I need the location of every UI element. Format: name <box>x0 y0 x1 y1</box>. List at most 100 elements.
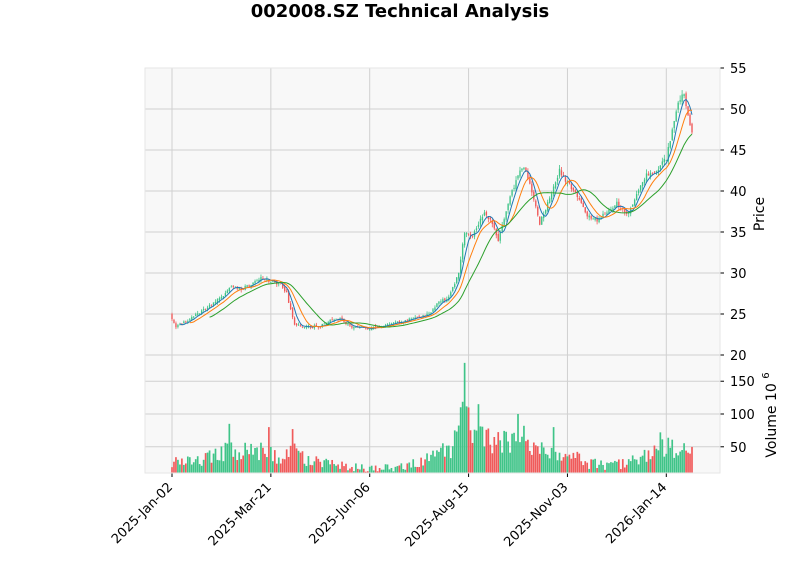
candle-body <box>560 170 563 175</box>
volume-bar <box>451 446 454 473</box>
volume-bar <box>185 463 187 473</box>
candle-body <box>224 293 227 296</box>
volume-bar <box>544 453 547 473</box>
candle-body <box>289 303 292 310</box>
volume-bar <box>685 450 687 473</box>
candle-body <box>584 207 586 213</box>
volume-bar <box>323 460 326 473</box>
volume-bar <box>331 459 333 473</box>
candle-body <box>529 178 531 184</box>
moving-average-line-20 <box>209 133 693 328</box>
candle-body <box>266 279 268 281</box>
volume-bar <box>398 465 401 473</box>
candle-body <box>432 309 434 312</box>
volume-bar <box>584 461 587 473</box>
candle-body <box>511 190 513 196</box>
volume-bar <box>268 427 270 473</box>
candle-body <box>541 216 543 225</box>
candle-body <box>204 308 207 310</box>
volume-axis-label-text: Volume <box>764 406 780 458</box>
volume-bar <box>238 452 241 473</box>
candle-body <box>434 307 436 311</box>
candle-body <box>483 212 486 216</box>
volume-bar <box>228 423 231 473</box>
candle-body <box>673 121 675 129</box>
candle-body <box>495 228 497 236</box>
volume-bar <box>600 460 602 473</box>
candle-body <box>552 186 555 194</box>
volume-bar <box>236 460 239 473</box>
volume-bar <box>614 460 616 473</box>
volume-bar <box>270 446 272 473</box>
volume-bar <box>404 469 407 473</box>
candle-body <box>252 282 254 285</box>
volume-bar <box>374 465 377 473</box>
candle-body <box>430 312 432 314</box>
volume-bar <box>188 457 191 473</box>
volume-bar <box>532 442 535 473</box>
volume-bar <box>337 464 339 473</box>
candle-body <box>202 308 205 311</box>
volume-bar <box>643 449 646 473</box>
candle-body <box>556 177 559 182</box>
volume-bar <box>240 459 243 473</box>
volume-bar <box>362 468 365 473</box>
volume-bar <box>558 452 561 473</box>
candle-body <box>477 224 480 227</box>
candle-body <box>463 233 466 246</box>
volume-bar <box>631 455 634 473</box>
volume-bar <box>206 452 209 473</box>
candle-body <box>588 215 590 218</box>
volume-bar <box>218 460 221 473</box>
candle-body <box>606 212 608 215</box>
volume-bar <box>655 448 658 473</box>
candle-body <box>548 198 551 204</box>
candle-body <box>406 320 408 322</box>
candle-body <box>576 191 579 198</box>
candle-body <box>376 326 379 327</box>
candle-body <box>444 298 446 301</box>
volume-bar <box>408 462 411 473</box>
volume-bar <box>283 459 286 473</box>
volume-bar <box>307 456 310 473</box>
volume-bar <box>357 468 359 473</box>
candle-body <box>226 290 229 294</box>
candle-body <box>305 326 308 328</box>
volume-bar <box>333 464 335 473</box>
candle-body <box>507 203 509 211</box>
volume-bar <box>426 453 428 473</box>
volume-bar <box>606 462 608 473</box>
candle-body <box>295 323 298 326</box>
volume-bar <box>447 445 450 473</box>
volume-tick-label: 50 <box>730 441 747 456</box>
volume-bar <box>202 459 205 473</box>
volume-bar <box>406 463 409 473</box>
volume-bar <box>560 460 563 473</box>
candle-body <box>610 208 612 210</box>
candle-body <box>624 207 626 213</box>
volume-bar <box>445 445 448 473</box>
volume-bar <box>556 460 559 473</box>
volume-bar <box>608 463 610 473</box>
candle-body <box>230 286 233 288</box>
volume-bar <box>440 447 442 473</box>
candle-body <box>297 324 300 326</box>
price-tick-label: 25 <box>730 308 747 323</box>
volume-bar <box>303 463 306 473</box>
volume-bar <box>455 431 458 473</box>
candle-body <box>189 319 191 321</box>
candle-body <box>262 278 264 279</box>
plot-frame <box>144 67 721 474</box>
candle-body <box>471 235 474 237</box>
candle-body <box>327 322 329 324</box>
volume-bar <box>341 461 343 473</box>
candle-body <box>513 187 515 189</box>
candle-body <box>287 291 290 303</box>
candle-body <box>691 123 693 133</box>
candle-body <box>515 180 517 189</box>
volume-bar <box>287 456 290 473</box>
volume-tick-label: 150 <box>730 375 755 390</box>
volume-bar <box>327 460 330 473</box>
volume-bar <box>186 456 189 473</box>
